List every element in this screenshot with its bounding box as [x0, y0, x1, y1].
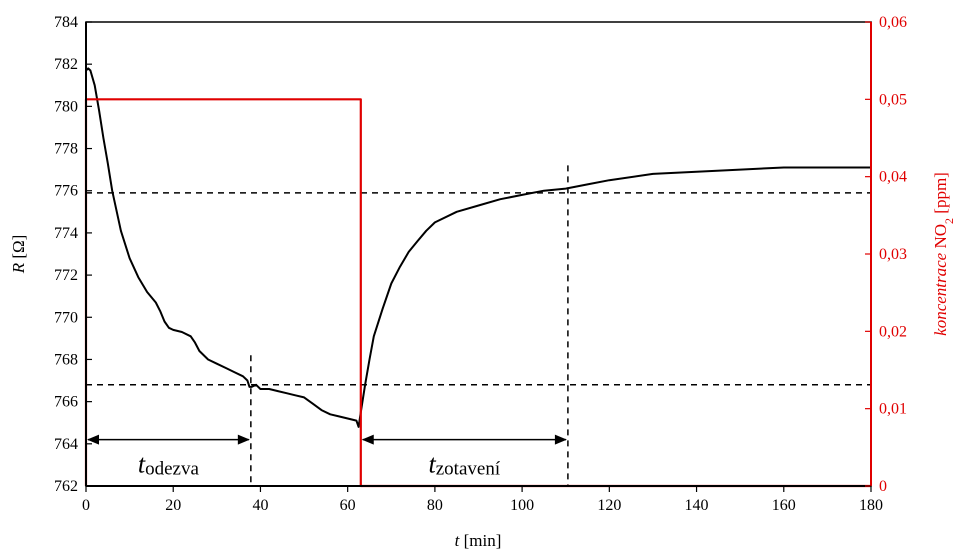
- concentration-series-line: [84, 98, 871, 488]
- y2-axis-label: koncentrace NO2 [ppm]: [931, 172, 956, 336]
- y-tick-label: 766: [54, 394, 78, 411]
- x-tick-label: 100: [510, 497, 534, 514]
- y-tick-label: 782: [54, 56, 78, 73]
- y2-axis-label-gas: NO: [931, 224, 950, 253]
- response-label-sub: odezva: [145, 459, 199, 480]
- y-axis-label: R [Ω]: [9, 235, 28, 275]
- y-tick-label: 764: [54, 436, 78, 453]
- x-tick-label: 180: [859, 497, 883, 514]
- x-tick-label: 80: [427, 497, 443, 514]
- right-y-ticks: 0 0,01 0,02 0,03 0,04 0,05 0,06: [865, 14, 907, 495]
- recovery-label-sub: zotavení: [436, 459, 501, 480]
- x-ticks: 0 20 40 60 80 100 120 140 160 180: [82, 486, 883, 514]
- y-tick-label: 768: [54, 351, 78, 368]
- x-axis-label: t [min]: [455, 531, 502, 550]
- response-label: todezva: [138, 450, 200, 480]
- recovery-arrow-head-right: [554, 434, 567, 445]
- x-tick-label: 20: [165, 497, 181, 514]
- resistance-series-line: [85, 67, 871, 428]
- recovery-label-var: t: [429, 450, 437, 479]
- y-tick-label: 762: [54, 478, 78, 495]
- recovery-label: tzotavení: [429, 450, 501, 480]
- response-arrow-head-left: [87, 434, 99, 445]
- x-tick-label: 40: [252, 497, 268, 514]
- y2-tick-label: 0,03: [879, 246, 907, 263]
- response-label-var: t: [138, 450, 146, 479]
- y-axis-label-var: R: [9, 262, 28, 274]
- y2-tick-label: 0,04: [879, 169, 907, 186]
- x-tick-label: 120: [597, 497, 621, 514]
- y2-tick-label: 0,02: [879, 323, 907, 340]
- y-tick-label: 772: [54, 267, 78, 284]
- y-tick-label: 776: [54, 183, 78, 200]
- y-tick-label: 780: [54, 98, 78, 115]
- x-tick-label: 0: [82, 497, 90, 514]
- series-layer: [84, 67, 871, 488]
- x-tick-label: 160: [772, 497, 796, 514]
- left-y-ticks: 762 764 766 768 770 772 774 776 778 780 782 784: [54, 14, 92, 495]
- y2-tick-label: 0,01: [879, 401, 907, 418]
- plot-area-frame: [85, 21, 872, 487]
- y2-tick-label: 0,06: [879, 14, 907, 31]
- response-arrow-head-right: [237, 434, 250, 445]
- y2-tick-label: 0: [879, 478, 887, 495]
- x-axis-label-unit: [min]: [459, 531, 501, 550]
- recovery-arrow-head-left: [361, 434, 374, 445]
- y-tick-label: 784: [54, 14, 78, 31]
- y-tick-label: 778: [54, 141, 78, 158]
- y2-tick-label: 0,05: [879, 91, 907, 108]
- x-tick-label: 60: [340, 497, 356, 514]
- y-tick-label: 774: [54, 225, 78, 242]
- x-axis-label-var: t: [455, 531, 461, 550]
- y2-axis-label-sub: 2: [942, 218, 956, 224]
- reference-lines: [86, 165, 871, 486]
- annotations: todezva tzotavení: [87, 434, 567, 480]
- y2-axis-label-var: koncentrace: [931, 252, 950, 336]
- y2-axis-label-unit: [ppm]: [931, 172, 950, 218]
- y-tick-label: 770: [54, 309, 78, 326]
- y-axis-label-unit: [Ω]: [9, 235, 28, 263]
- x-tick-label: 140: [685, 497, 709, 514]
